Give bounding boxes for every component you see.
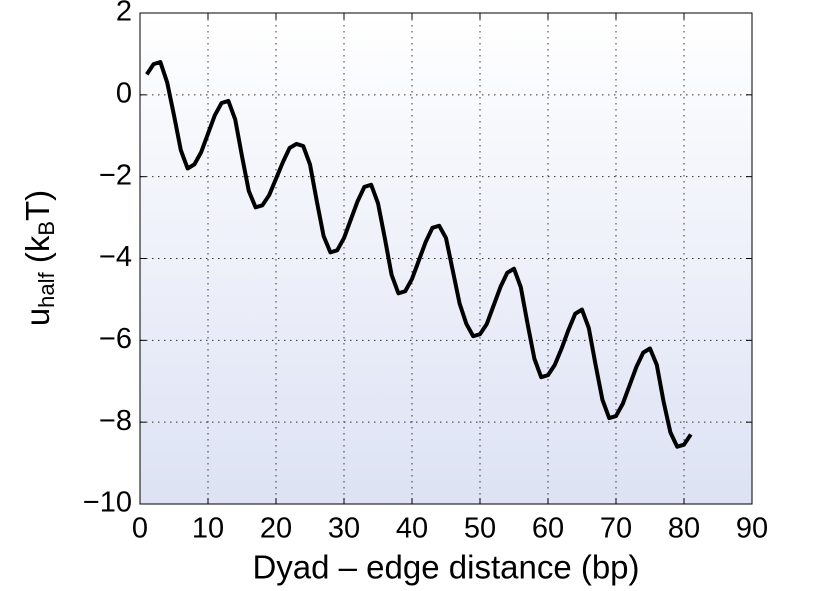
y-tick-label: 0 xyxy=(116,77,132,109)
x-tick-label: 0 xyxy=(132,513,148,545)
x-tick-label: 20 xyxy=(260,513,292,545)
x-tick-label: 70 xyxy=(600,513,632,545)
x-axis-label: Dyad – edge distance (bp) xyxy=(252,549,639,586)
y-label-part: (k xyxy=(19,235,56,272)
y-label-part: u xyxy=(19,308,56,326)
x-tick-label: 60 xyxy=(532,513,564,545)
x-tick-label: 30 xyxy=(328,513,360,545)
y-tick-label: −4 xyxy=(99,241,132,273)
x-tick-label: 50 xyxy=(464,513,496,545)
x-tick-label: 10 xyxy=(192,513,224,545)
data-line xyxy=(145,60,693,449)
y-label-sub: B xyxy=(34,221,59,236)
y-tick-label: −8 xyxy=(99,405,132,437)
y-axis-label: uhalf (kBT) xyxy=(19,190,59,326)
y-label-part: T) xyxy=(19,190,56,221)
axes-box xyxy=(139,12,753,505)
y-tick-label: −2 xyxy=(99,159,132,191)
y-tick-label: 2 xyxy=(116,0,132,28)
x-tick-label: 80 xyxy=(668,513,700,545)
x-tick-label: 90 xyxy=(736,513,768,545)
y-tick-label: −6 xyxy=(99,323,132,355)
y-label-sub: half xyxy=(34,271,59,307)
y-tick-label: −10 xyxy=(83,487,132,519)
x-tick-label: 40 xyxy=(396,513,428,545)
